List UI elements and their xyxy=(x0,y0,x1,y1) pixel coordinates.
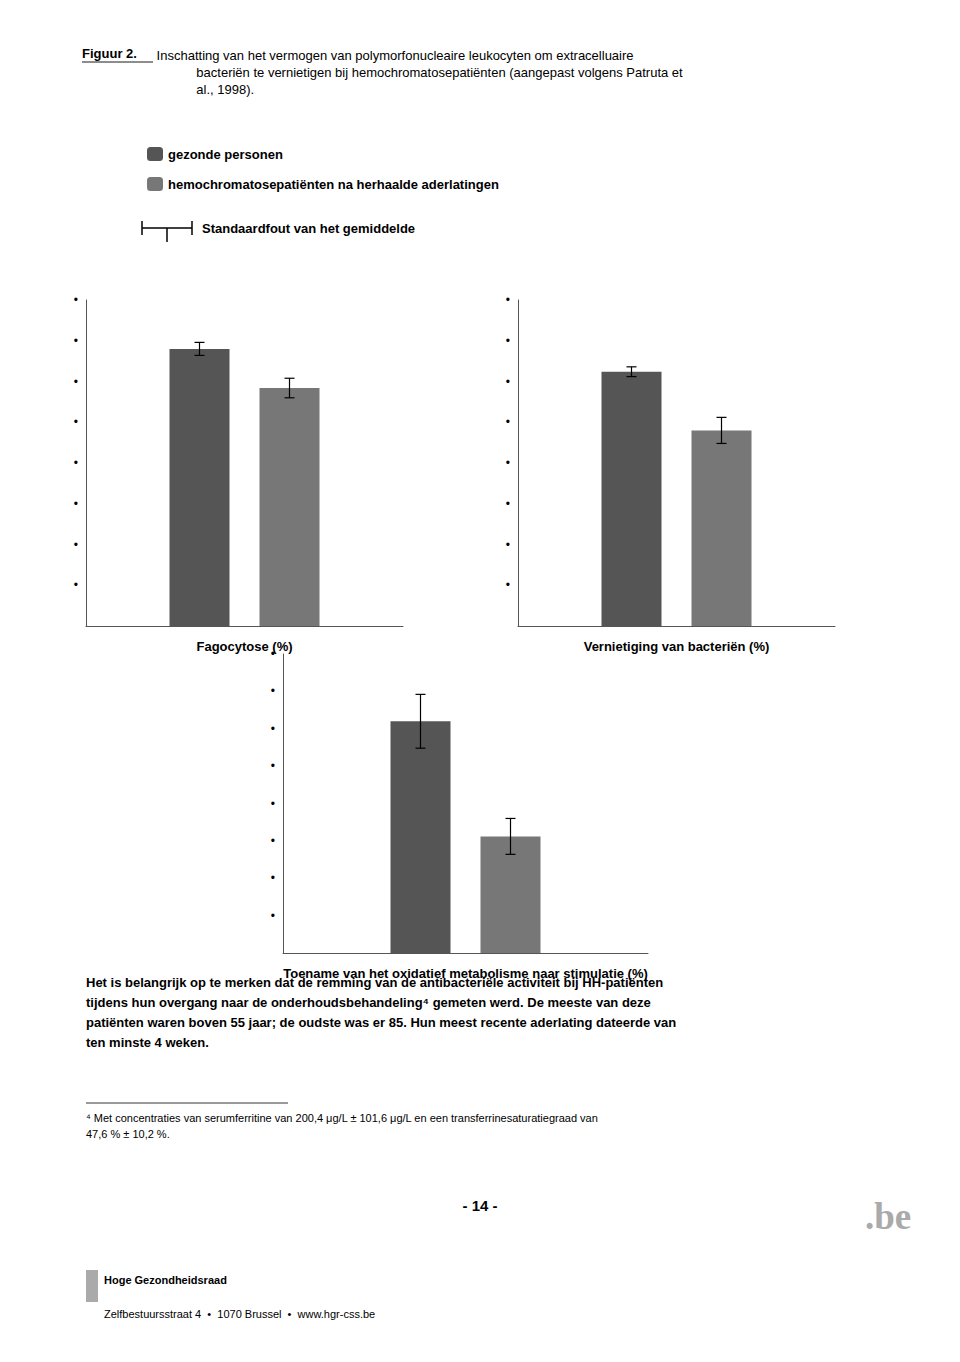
svg-text:•: • xyxy=(271,871,275,885)
svg-text:Figuur 2.: Figuur 2. xyxy=(82,46,137,61)
svg-text:ten minste 4 weken.: ten minste 4 weken. xyxy=(86,1035,209,1050)
svg-text:•: • xyxy=(506,375,510,389)
svg-text:•: • xyxy=(271,647,275,661)
svg-text:•: • xyxy=(74,456,78,470)
svg-text:Het is belangrijk op te merken: Het is belangrijk op te merken dat de re… xyxy=(86,974,664,990)
svg-text:gezonde personen: gezonde personen xyxy=(168,147,283,162)
svg-text:⁴ Met concentraties van serumf: ⁴ Met concentraties van serumferritine v… xyxy=(86,1112,598,1124)
svg-text:•: • xyxy=(74,415,78,429)
svg-text:•: • xyxy=(506,497,510,511)
svg-text:•: • xyxy=(506,293,510,307)
svg-text:tijdens hun overgang naar de o: tijdens hun overgang naar de onderhoudsb… xyxy=(86,995,651,1010)
svg-text:Inschatting van het vermogen v: Inschatting van het vermogen van polymor… xyxy=(153,48,634,63)
svg-text:•: • xyxy=(271,797,275,811)
svg-text:•: • xyxy=(271,684,275,698)
svg-text:•: • xyxy=(506,578,510,592)
svg-text:•: • xyxy=(74,334,78,348)
svg-text:•: • xyxy=(271,759,275,773)
svg-text:•: • xyxy=(271,722,275,736)
svg-text:•: • xyxy=(74,375,78,389)
svg-text:hemochromatosepatiënten na her: hemochromatosepatiënten na herhaalde ade… xyxy=(168,177,499,192)
svg-text:•: • xyxy=(74,578,78,592)
svg-text:•: • xyxy=(506,334,510,348)
svg-text:•: • xyxy=(74,538,78,552)
svg-text:•: • xyxy=(271,909,275,923)
svg-text:al., 1998).: al., 1998). xyxy=(153,82,254,97)
svg-text:- 14 -: - 14 - xyxy=(462,1197,497,1214)
svg-text:patiënten waren boven 55 jaar;: patiënten waren boven 55 jaar; de oudste… xyxy=(86,1015,676,1030)
svg-text:Hoge Gezondheidsraad: Hoge Gezondheidsraad xyxy=(104,1274,227,1286)
svg-text:bacteriën te vernietigen bij: bacteriën te vernietigen bij hemochroma… xyxy=(153,65,683,80)
svg-text:Zelfbestuursstraat 4 • 1070: Zelfbestuursstraat 4 • 1070 Brussel • ww… xyxy=(104,1308,375,1320)
svg-text:•: • xyxy=(271,834,275,848)
svg-text:Fagocytose (%): Fagocytose (%) xyxy=(196,639,292,654)
svg-text:•: • xyxy=(506,456,510,470)
svg-text:.be: .be xyxy=(865,1196,911,1237)
svg-text:•: • xyxy=(506,538,510,552)
svg-text:Vernietiging van bacteriën (%): Vernietiging van bacteriën (%) xyxy=(584,639,770,654)
svg-text:Toename van het oxidatief meta: Toename van het oxidatief metabolisme na… xyxy=(283,966,648,981)
svg-text:Standaardfout van het gemiddel: Standaardfout van het gemiddelde xyxy=(202,221,415,236)
svg-text:•: • xyxy=(74,293,78,307)
svg-text:•: • xyxy=(74,497,78,511)
svg-text:47,6 % ± 10,2 %.: 47,6 % ± 10,2 %. xyxy=(86,1128,170,1140)
svg-text:•: • xyxy=(506,415,510,429)
